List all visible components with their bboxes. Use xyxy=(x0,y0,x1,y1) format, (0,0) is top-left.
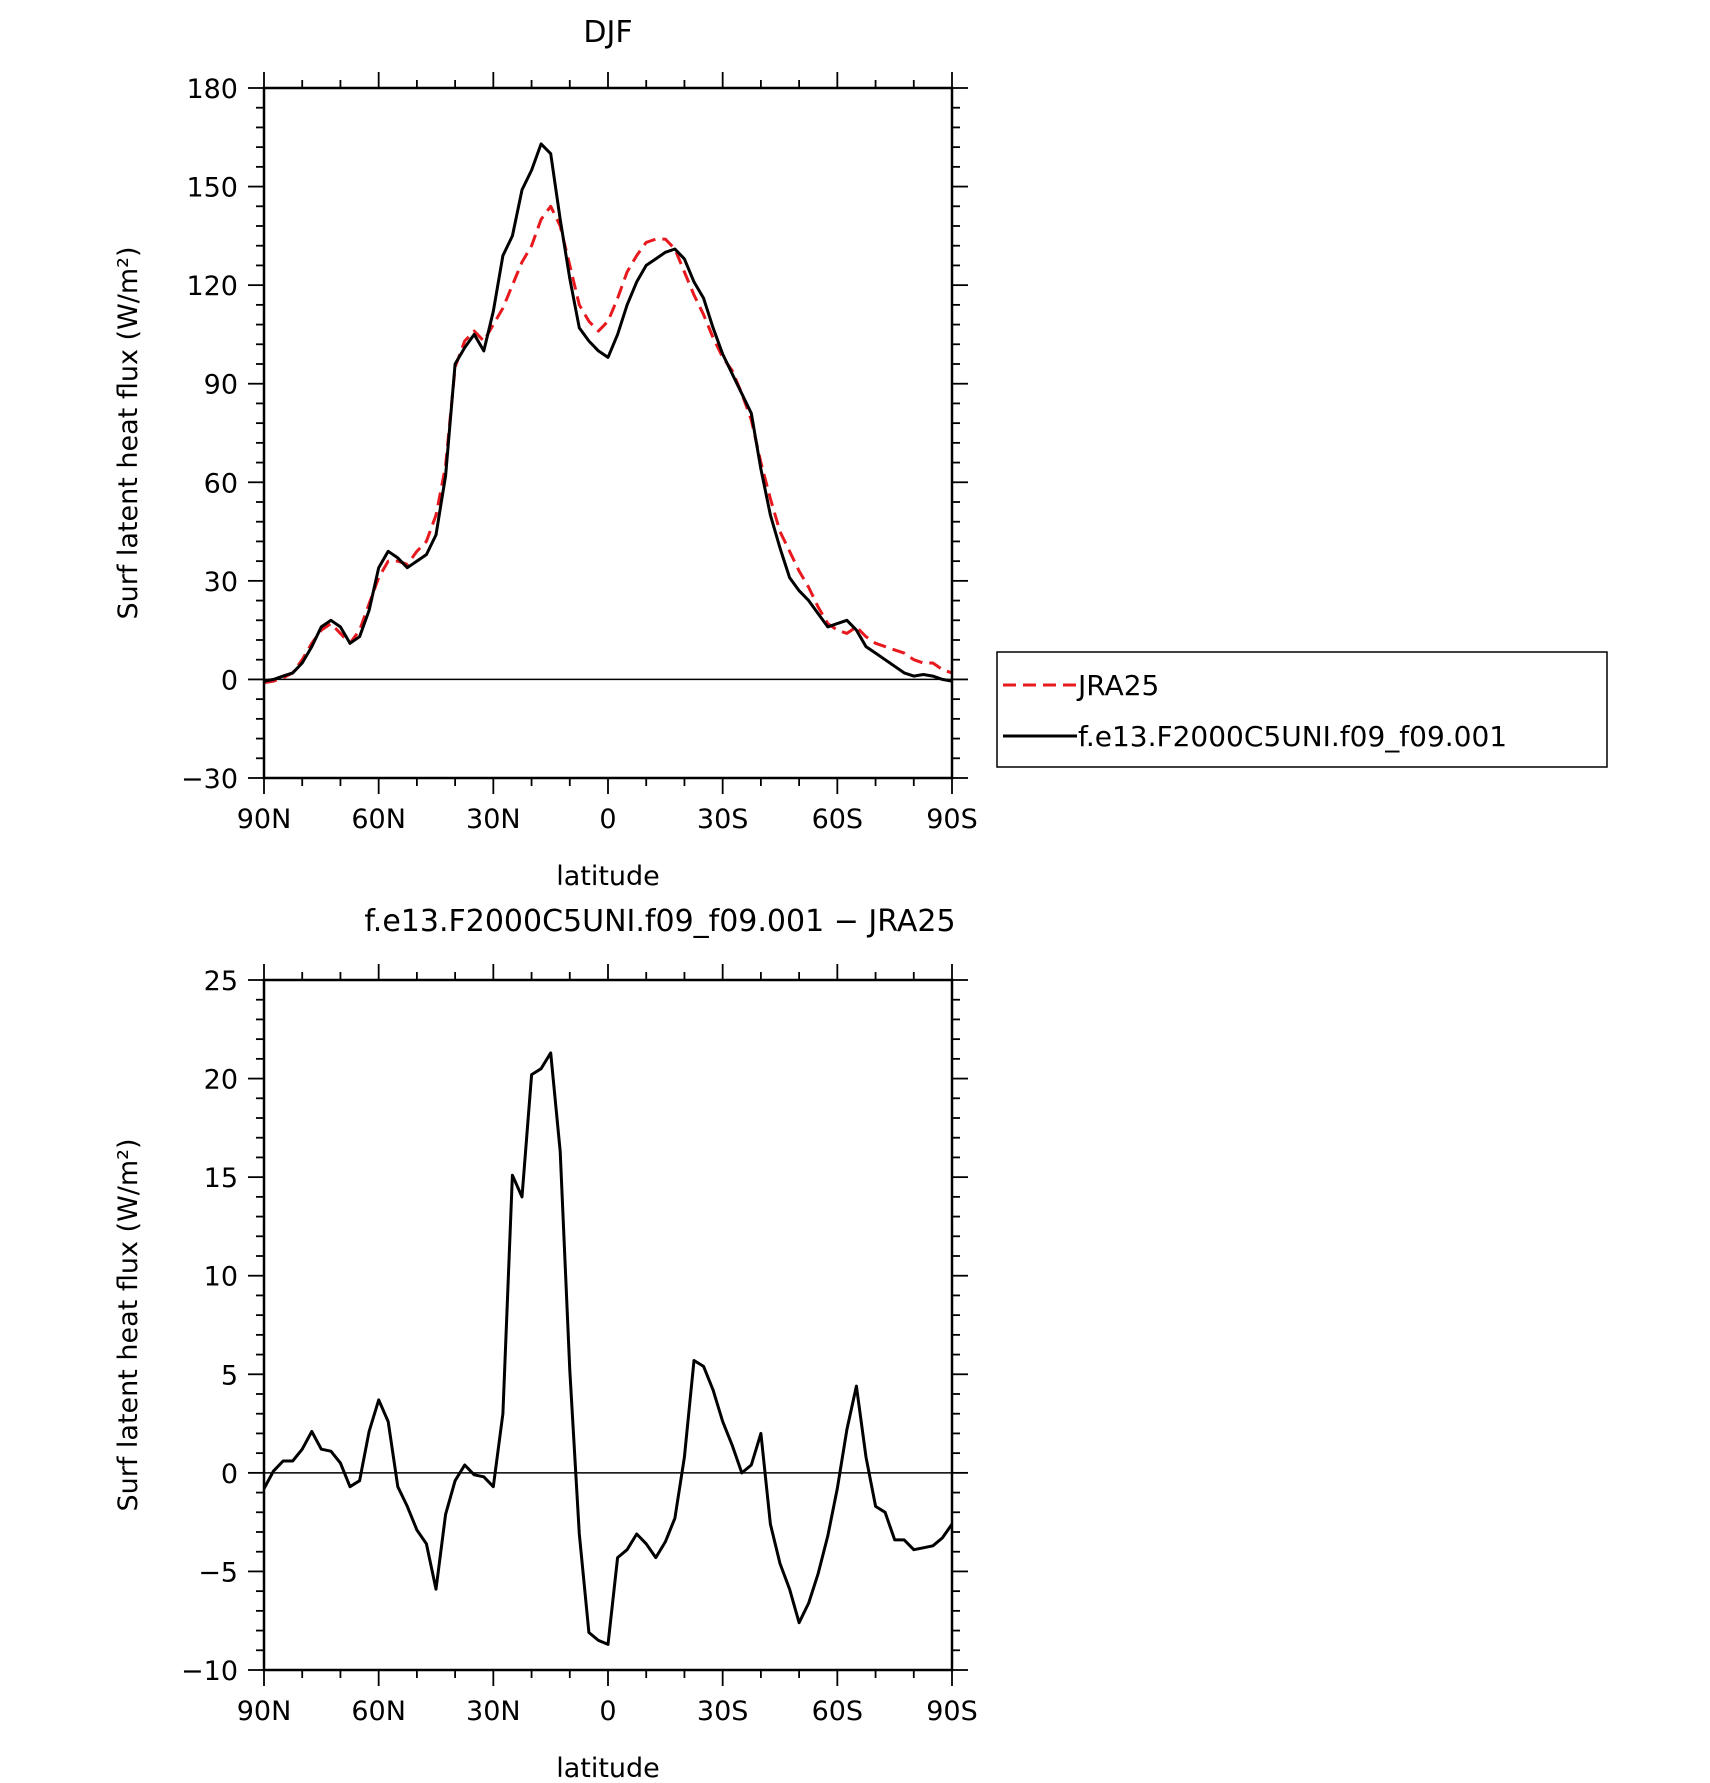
bottom-y-tick-label: 5 xyxy=(221,1360,238,1391)
top-plot-frame xyxy=(262,86,954,780)
top-y-tick-label: −30 xyxy=(181,764,238,795)
top-panel: DJF −30 0 30 60 90 120 150 180 90N 60N 30N 0 30S 60S… xyxy=(113,15,1608,892)
top-y-axis-label: Surf latent heat flux (W/m²) xyxy=(113,246,144,619)
bottom-x-tick-label: 60N xyxy=(351,1696,406,1727)
top-series-line-0 xyxy=(263,204,953,685)
top-series-lines xyxy=(263,142,953,685)
top-x-tick-label: 0 xyxy=(599,804,616,835)
top-x-tick-label: 30N xyxy=(466,804,521,835)
bottom-panel: f.e13.F2000C5UNI.f09_f09.001 − JRA25 −10… xyxy=(113,904,978,1783)
top-y-tick-label: 150 xyxy=(186,173,238,204)
legend-label-model: f.e13.F2000C5UNI.f09_f09.001 xyxy=(1078,720,1507,753)
bottom-y-tick-label: 15 xyxy=(204,1163,238,1194)
legend-box xyxy=(996,651,1608,768)
bottom-chart-title: f.e13.F2000C5UNI.f09_f09.001 − JRA25 xyxy=(364,904,955,939)
legend-label-jra25: JRA25 xyxy=(1076,669,1159,702)
bottom-x-axis-label: latitude xyxy=(556,1753,660,1783)
top-x-tick-label: 90S xyxy=(926,804,978,835)
top-y-tick-label: 0 xyxy=(221,665,238,696)
bottom-x-tick-label: 30N xyxy=(466,1696,521,1727)
bottom-series-line-0 xyxy=(262,1051,954,1646)
top-axis-ticks xyxy=(248,72,968,794)
bottom-y-tick-label: 25 xyxy=(204,966,238,997)
legend: JRA25 f.e13.F2000C5UNI.f09_f09.001 xyxy=(996,651,1608,768)
top-x-tick-label: 90N xyxy=(237,804,292,835)
top-x-tick-label: 60S xyxy=(812,804,864,835)
bottom-y-axis-label: Surf latent heat flux (W/m²) xyxy=(113,1138,144,1511)
bottom-y-tick-labels: −10 −5 0 5 10 15 20 25 xyxy=(181,966,238,1687)
bottom-y-tick-label: 0 xyxy=(221,1459,238,1490)
bottom-x-tick-label: 0 xyxy=(599,1696,616,1727)
bottom-x-tick-label: 90N xyxy=(237,1696,292,1727)
bottom-y-tick-label: −10 xyxy=(181,1656,238,1687)
top-y-tick-label: 120 xyxy=(186,271,238,302)
top-y-tick-label: 30 xyxy=(204,567,238,598)
top-y-tick-labels: −30 0 30 60 90 120 150 180 xyxy=(181,74,238,795)
bottom-y-tick-label: −5 xyxy=(198,1557,238,1588)
top-x-tick-label: 30S xyxy=(697,804,749,835)
top-x-tick-label: 60N xyxy=(351,804,406,835)
top-series-line-1 xyxy=(263,142,953,683)
bottom-x-tick-label: 60S xyxy=(812,1696,864,1727)
top-chart-title: DJF xyxy=(583,15,632,50)
bottom-x-tick-label: 90S xyxy=(926,1696,978,1727)
top-y-tick-label: 180 xyxy=(186,74,238,105)
bottom-axis-ticks xyxy=(248,964,968,1686)
bottom-plot-frame xyxy=(262,978,954,1672)
bottom-series-lines xyxy=(262,1051,954,1646)
top-y-tick-label: 90 xyxy=(204,370,238,401)
bottom-x-tick-label: 30S xyxy=(697,1696,749,1727)
top-x-axis-label: latitude xyxy=(556,861,660,892)
top-x-tick-labels: 90N 60N 30N 0 30S 60S 90S xyxy=(237,804,978,835)
top-y-tick-label: 60 xyxy=(204,468,238,499)
bottom-y-tick-label: 20 xyxy=(204,1065,238,1096)
bottom-x-tick-labels: 90N 60N 30N 0 30S 60S 90S xyxy=(237,1696,978,1727)
bottom-y-tick-label: 10 xyxy=(204,1262,238,1293)
